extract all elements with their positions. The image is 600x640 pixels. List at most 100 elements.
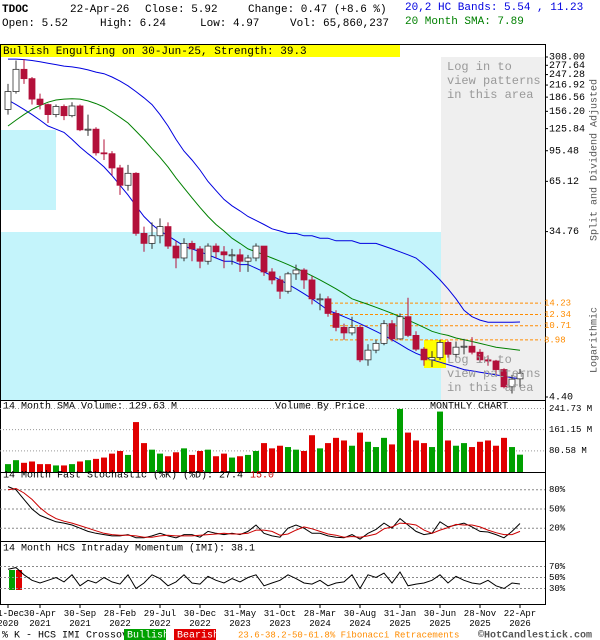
candle-body bbox=[420, 348, 428, 361]
volume-bar bbox=[477, 441, 483, 472]
volume-bar bbox=[133, 422, 139, 472]
volume-bar bbox=[245, 454, 251, 472]
candle-body bbox=[372, 342, 380, 351]
fib-label: 8.98 bbox=[544, 335, 566, 345]
candle-body bbox=[156, 226, 164, 237]
volume-bar bbox=[237, 456, 243, 472]
x-tick-label: 30-Aug 2024 bbox=[343, 609, 377, 629]
y-tick-label: 80% bbox=[549, 485, 566, 495]
volume-bar bbox=[509, 447, 515, 472]
candle-body bbox=[164, 226, 172, 247]
volume-bar bbox=[373, 447, 379, 472]
volume-bar bbox=[77, 461, 83, 472]
candle-body bbox=[20, 68, 28, 80]
candle-body bbox=[196, 248, 204, 262]
candle-body bbox=[100, 152, 108, 155]
candle-body bbox=[404, 316, 412, 336]
volume-bar bbox=[5, 464, 11, 472]
volume-bar bbox=[221, 453, 227, 472]
x-tick-label: 28-Mar 2024 bbox=[303, 609, 337, 629]
candle-body bbox=[148, 235, 156, 244]
volume-bar bbox=[309, 435, 315, 472]
volume: Vol: 65,860,237 bbox=[290, 18, 389, 30]
x-tick-label: 29-Jul 2022 bbox=[143, 609, 177, 629]
bands-legend: 20,2 HC Bands: 5.54 , 11.23 bbox=[405, 2, 583, 14]
volume-bar bbox=[117, 450, 123, 472]
x-tick-label: 22-Apr 2026 bbox=[503, 609, 537, 629]
candle-body bbox=[252, 245, 260, 259]
y-tick-label: 308.00 bbox=[549, 53, 585, 64]
volume-bar bbox=[253, 450, 259, 472]
scale-note: Logarithmic bbox=[589, 307, 600, 373]
login-note: Log in to view patterns in this area bbox=[447, 60, 541, 102]
candle-body bbox=[500, 369, 508, 388]
x-tick-label: 30-Dec 2022 bbox=[183, 609, 217, 629]
candle-body bbox=[236, 254, 244, 262]
volume-bar bbox=[53, 465, 59, 472]
volume-bar bbox=[197, 450, 203, 472]
fib-label: 14.23 bbox=[544, 298, 571, 308]
y-tick-label: 20% bbox=[549, 524, 566, 534]
axis-note: Split and Dividend Adjusted bbox=[589, 79, 600, 241]
volume-bar bbox=[517, 454, 523, 472]
candle-body bbox=[508, 378, 516, 388]
indicator-line bbox=[7, 486, 521, 540]
x-tick-label: 28-Nov 2025 bbox=[463, 609, 497, 629]
candle-body bbox=[92, 128, 100, 154]
y-tick-label: 80.58 M bbox=[549, 446, 587, 456]
volume-bar bbox=[181, 448, 187, 472]
x-tick-label: 31-Dec 2020 bbox=[0, 609, 25, 629]
panel-title: 14 Month Fast Stochastic (%K) (%D): 27.4 bbox=[3, 470, 243, 482]
candle-body bbox=[284, 273, 292, 292]
volume-bar bbox=[21, 462, 27, 472]
y-tick-label: 30% bbox=[549, 584, 566, 594]
x-tick-label: 28-Feb 2022 bbox=[103, 609, 137, 629]
candle-body bbox=[172, 245, 180, 259]
bullish-box bbox=[124, 629, 166, 640]
candle-body bbox=[188, 242, 196, 250]
volume-bar bbox=[397, 408, 403, 472]
indicator-line bbox=[7, 487, 521, 538]
candle-body bbox=[44, 104, 52, 115]
volume-bar bbox=[213, 456, 219, 472]
volume-bar bbox=[45, 464, 51, 472]
crossover-marker bbox=[16, 570, 22, 590]
candle-body bbox=[308, 279, 316, 300]
candle-body bbox=[124, 172, 132, 186]
y-tick-label: 277.64 bbox=[549, 61, 585, 72]
volume-bar bbox=[421, 443, 427, 472]
volume-bar bbox=[125, 454, 131, 472]
candle-body bbox=[292, 269, 300, 275]
y-tick-label: 50% bbox=[549, 573, 566, 583]
volume-bar bbox=[325, 443, 331, 472]
volume-bar bbox=[165, 456, 171, 472]
candle-body bbox=[380, 323, 388, 344]
candle-body bbox=[444, 342, 452, 355]
x-tick-label: 30-Sep 2021 bbox=[63, 609, 97, 629]
volume-bar bbox=[333, 437, 339, 472]
fib-label: 10.71 bbox=[544, 321, 571, 331]
candle-body bbox=[28, 78, 36, 100]
candle-body bbox=[260, 245, 268, 273]
volume-bar bbox=[445, 440, 451, 472]
volume-bar bbox=[205, 449, 211, 472]
volume-by-price-zone bbox=[1, 232, 441, 400]
y-tick-label: 50% bbox=[549, 504, 566, 514]
candle-body bbox=[36, 98, 44, 105]
y-tick-label: 186.56 bbox=[549, 93, 585, 104]
volume-bar bbox=[437, 411, 443, 472]
footer-bullish: Bullish bbox=[127, 630, 169, 640]
high: High: 6.24 bbox=[100, 18, 166, 30]
candle-body bbox=[348, 326, 356, 334]
candle-body bbox=[268, 271, 276, 281]
indicator-line bbox=[7, 567, 521, 590]
candle-body bbox=[468, 345, 476, 353]
x-tick-label: 31-Oct 2023 bbox=[263, 609, 297, 629]
x-tick-label: 30-Apr 2021 bbox=[23, 609, 57, 629]
candle-body bbox=[276, 279, 284, 292]
candle-body bbox=[180, 242, 188, 259]
candle-body bbox=[212, 245, 220, 253]
candle-body bbox=[476, 351, 484, 361]
